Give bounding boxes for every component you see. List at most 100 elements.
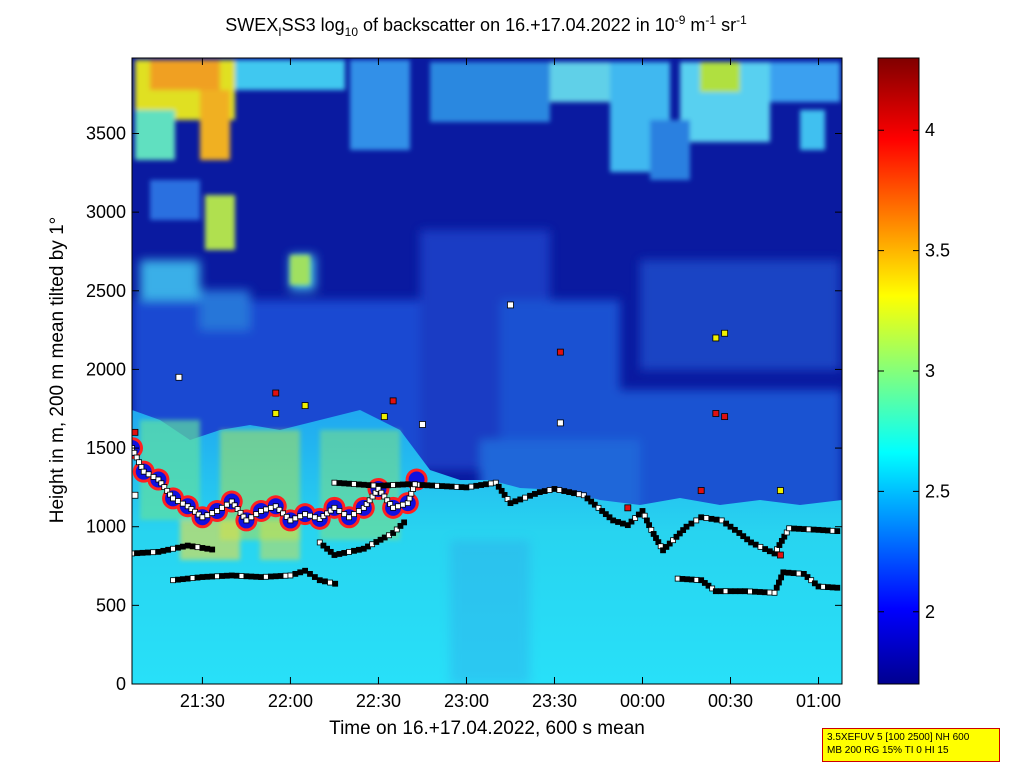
boundary-marker xyxy=(723,520,730,527)
boundary-marker xyxy=(238,573,245,579)
colorbar-tick-label: 4 xyxy=(925,120,935,140)
boundary-marker xyxy=(703,515,710,521)
boundary-marker xyxy=(327,548,334,555)
boundary-marker xyxy=(336,480,343,486)
boundary-marker xyxy=(179,500,186,507)
boundary-marker xyxy=(624,522,631,529)
boundary-marker xyxy=(282,572,289,579)
plot-frame xyxy=(131,57,843,685)
boundary-marker xyxy=(390,530,397,536)
info-line-1: 3.5XEFUV 5 [100 2500] NH 600 xyxy=(827,732,970,743)
info-line-2: MB 200 RG 15% TI 0 HI 15 xyxy=(827,745,949,756)
x-tick-label: 00:00 xyxy=(620,691,665,711)
boundary-marker xyxy=(766,589,773,596)
boundary-marker xyxy=(194,574,201,581)
boundary-marker xyxy=(674,575,681,582)
scatter-marker xyxy=(697,487,705,494)
boundary-marker xyxy=(234,506,241,512)
boundary-marker xyxy=(267,573,274,580)
boundary-marker xyxy=(439,483,445,489)
scatter-marker xyxy=(175,373,183,381)
boundary-marker xyxy=(136,459,142,466)
scatter-marker xyxy=(776,551,784,559)
boundary-marker xyxy=(204,512,211,519)
boundary-marker xyxy=(512,498,519,505)
boundary-marker xyxy=(566,489,573,496)
boundary-marker xyxy=(292,515,299,522)
boundary-marker xyxy=(808,577,815,584)
boundary-marker xyxy=(507,500,514,507)
boundary-marker xyxy=(399,481,406,488)
boundary-marker xyxy=(727,523,734,530)
boundary-marker xyxy=(292,570,299,577)
colorbar-tick-label: 2.5 xyxy=(925,481,950,501)
boundary-marker xyxy=(336,508,343,514)
boundary-marker xyxy=(693,517,700,524)
boundary-marker xyxy=(713,516,720,523)
boundary-marker xyxy=(796,525,802,532)
boundary-marker xyxy=(223,501,230,508)
boundary-marker xyxy=(248,573,255,580)
boundary-marker xyxy=(272,573,279,580)
scatter-marker xyxy=(556,419,564,427)
upper-aerosol-layers xyxy=(135,60,840,285)
heatmap-plot-area xyxy=(132,58,842,684)
boundary-marker xyxy=(576,491,582,498)
scatter-marker xyxy=(272,389,280,397)
scatter-marker xyxy=(507,301,514,309)
boundary-marker xyxy=(561,488,568,494)
scattered-markers xyxy=(132,301,784,559)
boundary-marker xyxy=(283,513,290,520)
boundary-marker xyxy=(478,482,485,488)
boundary-marker xyxy=(404,500,411,507)
boundary-marker xyxy=(666,540,673,547)
boundary-marker xyxy=(134,550,141,557)
boundary-marker xyxy=(620,520,626,527)
boundary-marker xyxy=(424,482,431,489)
boundary-marker xyxy=(160,547,167,554)
boundary-marker xyxy=(785,569,792,576)
scatter-marker xyxy=(712,410,720,417)
boundary-marker xyxy=(167,491,174,498)
boundary-marker xyxy=(240,513,247,520)
boundary-marker xyxy=(404,481,411,488)
boundary-marker xyxy=(419,482,426,488)
x-tick-label: 21:30 xyxy=(180,691,225,711)
x-tick-label: 23:00 xyxy=(444,691,489,711)
boundary-marker xyxy=(302,511,308,518)
boundary-marker xyxy=(595,504,602,511)
boundary-marker xyxy=(834,528,841,535)
boundary-marker xyxy=(744,536,751,543)
scatter-marker xyxy=(556,348,564,356)
boundary-marker xyxy=(360,504,367,511)
boundary-marker xyxy=(387,501,394,507)
boundary-marker xyxy=(390,504,397,511)
boundary-marker xyxy=(641,512,648,519)
boundary-marker xyxy=(771,589,778,596)
boundary-marker xyxy=(434,482,441,489)
boundary-marker xyxy=(369,493,376,500)
y-tick-label: 0 xyxy=(116,674,126,694)
x-tick-label: 23:30 xyxy=(532,691,577,711)
boundary-marker xyxy=(683,523,690,530)
boundary-marker xyxy=(332,580,339,587)
boundary-marker xyxy=(820,583,827,590)
boundary-marker xyxy=(223,572,230,579)
boundary-marker xyxy=(536,489,543,496)
boundary-marker xyxy=(372,489,379,496)
scatter-marker xyxy=(712,334,720,342)
boundary-marker xyxy=(676,530,683,537)
settings-info-box: 3.5XEFUV 5 [100 2500] NH 600 MB 200 RG 1… xyxy=(822,728,1000,762)
boundary-marker xyxy=(316,577,323,584)
boundary-marker xyxy=(684,576,690,583)
boundary-marker xyxy=(632,515,639,521)
boundary-marker xyxy=(258,508,264,514)
boundary-marker xyxy=(366,497,373,504)
boundary-marker xyxy=(346,548,353,555)
boundary-marker xyxy=(189,543,196,550)
boundary-marker xyxy=(370,482,377,489)
boundary-marker xyxy=(732,526,738,533)
boundary-marker xyxy=(740,533,747,540)
y-tick-label: 2500 xyxy=(86,281,126,301)
boundary-marker xyxy=(643,517,650,524)
